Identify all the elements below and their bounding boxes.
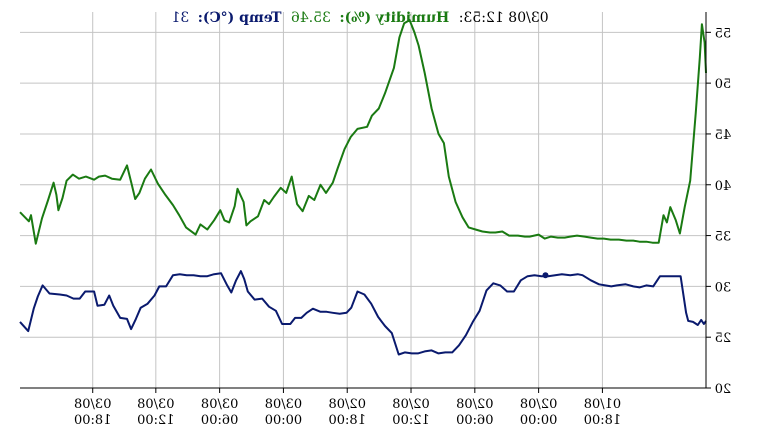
- x-tick-label-date: 03/08: [74, 397, 111, 412]
- y-tick-label: 50: [715, 77, 732, 92]
- x-tick-label-date: 02/08: [392, 397, 429, 412]
- readout-header: 03/08 12:53: Humidity (%): 35.46 Temp (°…: [171, 10, 548, 26]
- y-tick-label: 45: [715, 128, 732, 143]
- series-line-humidity: [19, 19, 707, 245]
- x-tick-label-date: 01/08: [584, 397, 621, 412]
- y-tick-label: 25: [715, 331, 732, 346]
- readout-humidity-value: 35.46: [291, 10, 331, 26]
- readout-temp-label: Temp (°C):: [198, 10, 282, 26]
- x-tick-label-time: 06:00: [456, 413, 493, 428]
- y-tick-label: 55: [715, 26, 732, 41]
- y-tick-label: 30: [715, 280, 732, 295]
- readout-humidity-label: Humidity (%):: [339, 10, 449, 26]
- y-tick-label: 20: [715, 382, 732, 397]
- y-tick-label: 40: [715, 179, 732, 194]
- series-line-temp-c: [19, 270, 707, 356]
- x-tick-label-date: 02/08: [520, 397, 557, 412]
- chart-axes: 202530354045505503/0818:0003/0812:0003/0…: [20, 12, 731, 428]
- series-layer: [19, 19, 707, 356]
- chart-grid: [20, 12, 706, 389]
- x-tick-label-time: 12:00: [392, 413, 429, 428]
- x-tick-label-date: 03/08: [265, 397, 302, 412]
- x-tick-label-time: 18:00: [584, 413, 621, 428]
- x-tick-label-time: 18:00: [328, 413, 365, 428]
- data-point-marker: [542, 272, 549, 279]
- x-tick-label-time: 12:00: [137, 413, 174, 428]
- readout-timestamp: 03/08 12:53:: [459, 10, 549, 26]
- x-tick-label-time: 00:00: [265, 413, 302, 428]
- y-tick-label: 35: [715, 230, 732, 245]
- x-tick-label-time: 06:00: [201, 413, 238, 428]
- x-tick-label-time: 00:00: [520, 413, 557, 428]
- x-tick-label-date: 02/08: [328, 397, 365, 412]
- x-tick-label-date: 03/08: [201, 397, 238, 412]
- x-tick-label-date: 03/08: [137, 397, 174, 412]
- readout-temp-value: 31: [171, 10, 189, 26]
- x-tick-label-date: 02/08: [456, 397, 493, 412]
- x-tick-label-time: 18:00: [74, 413, 111, 428]
